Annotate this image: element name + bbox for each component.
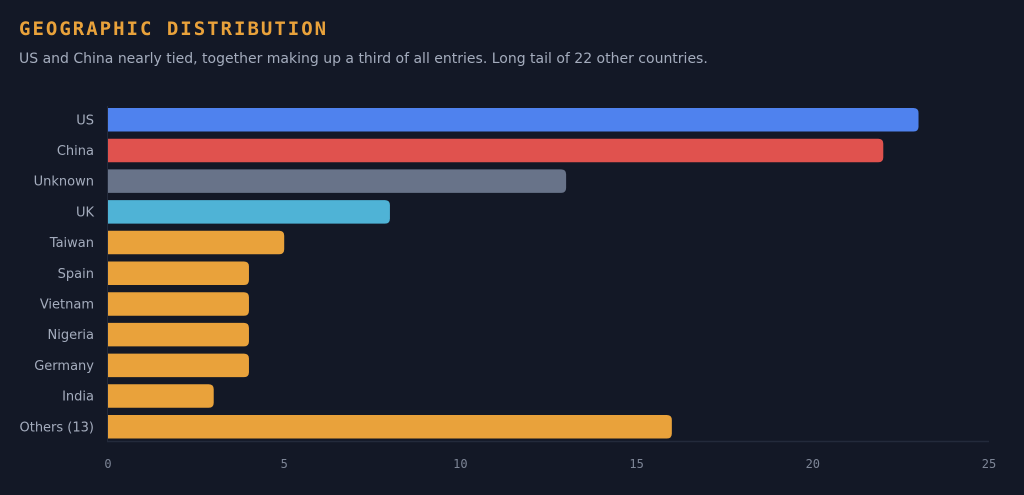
bar-uk: [108, 200, 390, 224]
bar-china: [108, 138, 884, 163]
chart-subtitle: US and China nearly tied, together makin…: [19, 51, 708, 67]
category-label: China: [57, 144, 94, 159]
bar-spain: [108, 261, 249, 285]
bar-nigeria: [108, 322, 249, 347]
bar-unknown: [108, 169, 567, 193]
category-label: Spain: [58, 267, 94, 282]
bar-vietnam: [108, 292, 249, 316]
x-tick-label: 10: [453, 457, 467, 471]
bar-india: [108, 384, 214, 408]
bar-taiwan: [108, 230, 285, 255]
category-label: Germany: [34, 359, 94, 374]
x-tick-label: 20: [806, 457, 820, 471]
category-label: Vietnam: [40, 297, 94, 312]
category-label: India: [62, 390, 94, 405]
x-tick-label: 15: [629, 457, 643, 471]
category-label: Taiwan: [49, 236, 94, 251]
bar-germany: [108, 353, 249, 378]
x-tick-label: 25: [982, 457, 996, 471]
x-tick-label: 0: [104, 457, 111, 471]
category-label: Unknown: [34, 175, 94, 190]
bar-others-13-: [108, 415, 672, 439]
x-tick-label: 5: [281, 457, 288, 471]
category-label: Others (13): [19, 420, 94, 435]
category-label: US: [76, 113, 94, 128]
category-label: Nigeria: [47, 328, 94, 343]
bar-us: [108, 108, 919, 132]
chart-title: GEOGRAPHIC DISTRIBUTION: [19, 18, 329, 40]
category-label: UK: [76, 205, 95, 220]
